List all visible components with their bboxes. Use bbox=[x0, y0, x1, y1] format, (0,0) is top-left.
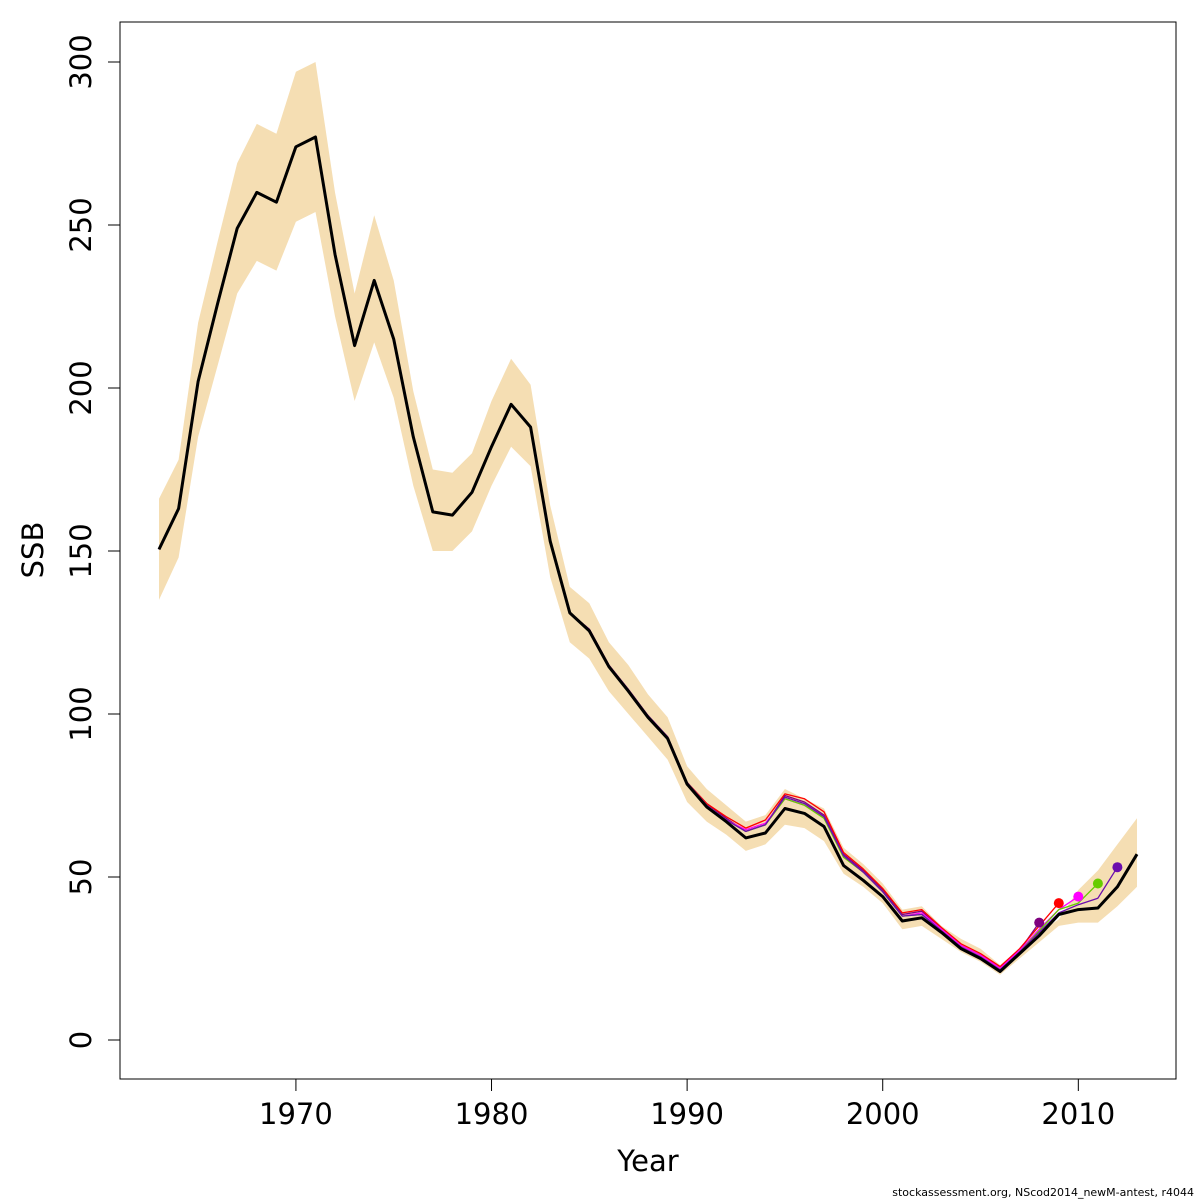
series-lines-layer bbox=[157, 135, 1139, 973]
endpoint-marker-2008 bbox=[1034, 917, 1045, 928]
y-tick-label-300: 300 bbox=[64, 34, 98, 89]
y-tick-label-100: 100 bbox=[64, 686, 98, 741]
y-tick-label-50: 50 bbox=[64, 859, 98, 896]
series-line-3 bbox=[158, 136, 1079, 969]
endpoint-marker-2009 bbox=[1053, 898, 1064, 909]
y-tick-label-0: 0 bbox=[64, 1031, 98, 1049]
series-line-4 bbox=[158, 136, 1099, 971]
series-line-1 bbox=[158, 136, 1040, 969]
confidence-band bbox=[159, 62, 1137, 975]
confidence-band-layer bbox=[159, 62, 1137, 975]
x-tick-label-2010: 2010 bbox=[1041, 1097, 1115, 1131]
x-axis: 1970 1980 1990 2000 2010 bbox=[259, 1078, 1115, 1131]
y-tick-label-200: 200 bbox=[64, 360, 98, 415]
footnote: stockassessment.org, NScod2014_newM-ante… bbox=[892, 1186, 1194, 1199]
x-tick-label-1980: 1980 bbox=[455, 1097, 529, 1131]
y-axis: 0 50 100 150 200 250 300 bbox=[64, 34, 121, 1049]
x-tick-label-2000: 2000 bbox=[846, 1097, 920, 1131]
y-tick-label-250: 250 bbox=[64, 197, 98, 252]
series-line-6 bbox=[157, 135, 1139, 973]
endpoint-marker-2011 bbox=[1092, 878, 1103, 889]
series-line-5 bbox=[158, 136, 1118, 971]
series-line-2 bbox=[158, 136, 1060, 968]
endpoint-marker-2012 bbox=[1112, 862, 1123, 873]
endpoint-marker-2010 bbox=[1073, 891, 1084, 902]
x-axis-title: Year bbox=[616, 1144, 678, 1178]
y-axis-title: SSB bbox=[16, 522, 50, 579]
x-tick-label-1990: 1990 bbox=[650, 1097, 724, 1131]
y-tick-label-150: 150 bbox=[64, 523, 98, 578]
endpoint-markers-layer bbox=[1034, 862, 1123, 928]
x-tick-label-1970: 1970 bbox=[259, 1097, 333, 1131]
